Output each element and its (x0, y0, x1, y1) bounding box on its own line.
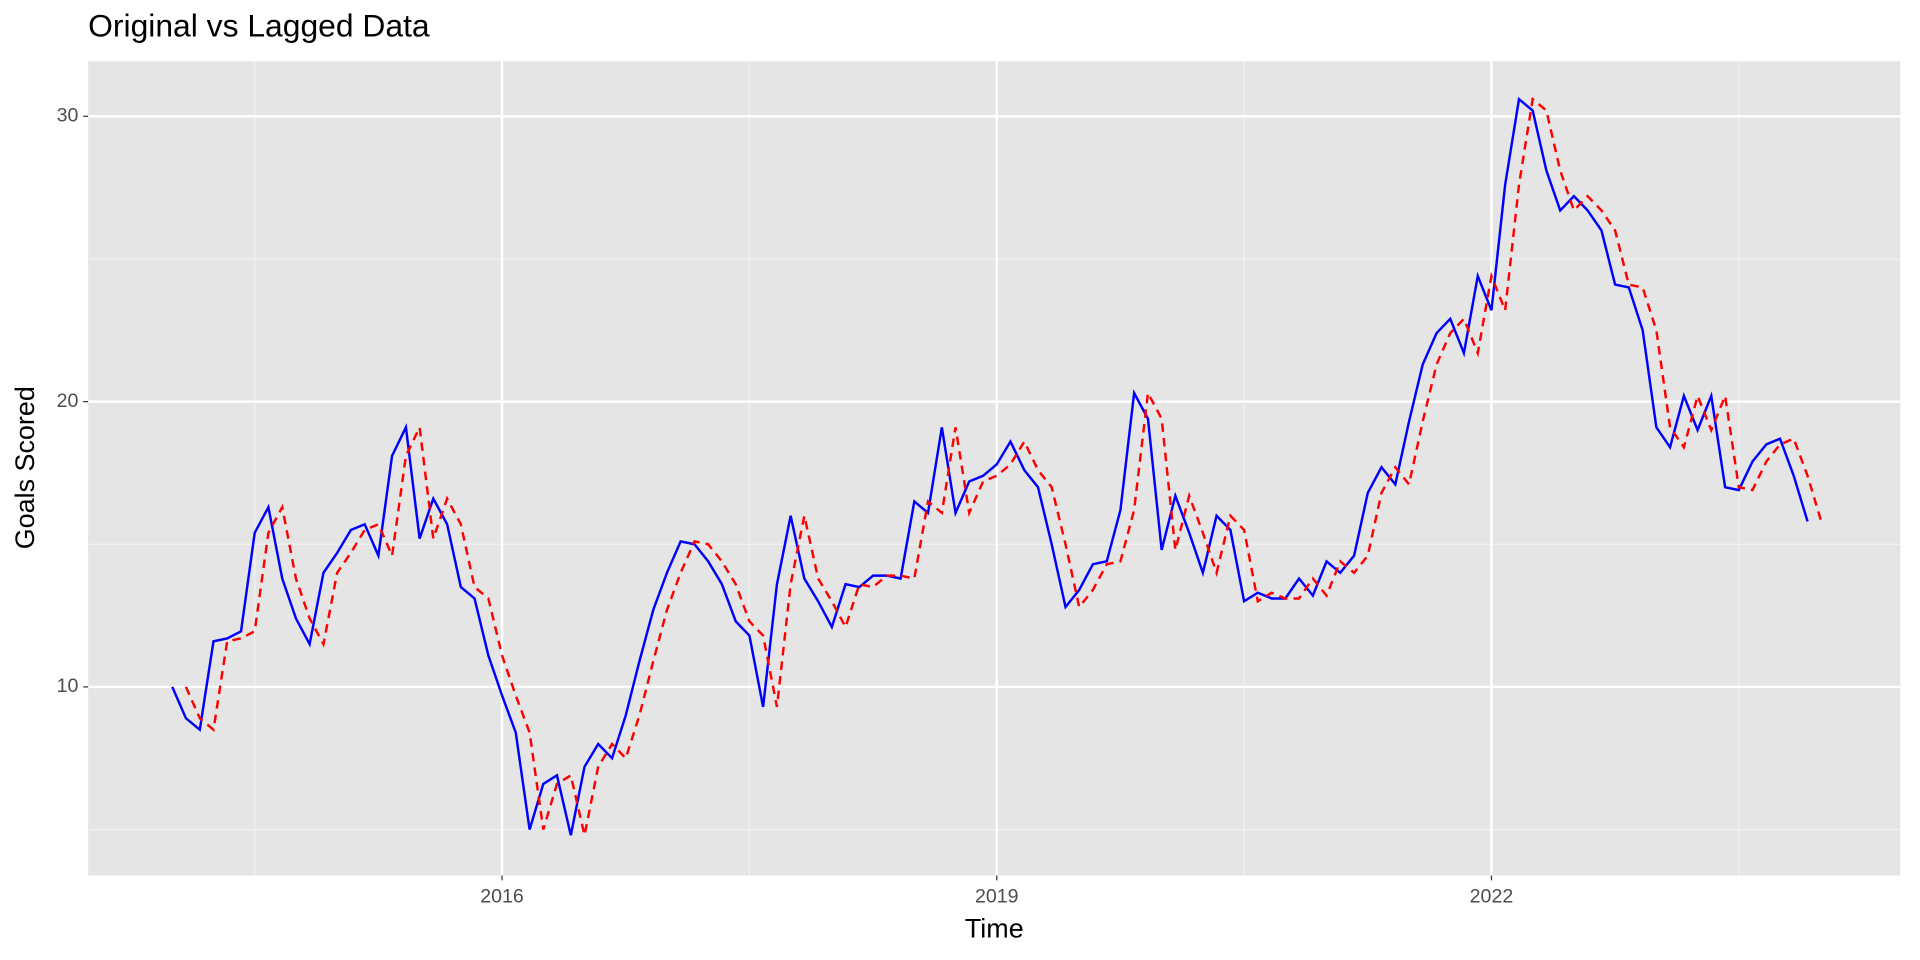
y-axis-title: Goals Scored (10, 386, 40, 549)
y-tick-label: 30 (57, 104, 79, 126)
grid (88, 61, 1901, 876)
x-axis-title: Time (965, 914, 1024, 944)
chart-title: Original vs Lagged Data (88, 8, 430, 44)
lines (171, 96, 1823, 836)
series-line (171, 96, 1809, 836)
y-tick-label: 20 (57, 390, 79, 412)
x-tick-label: 2022 (1470, 886, 1514, 908)
x-tick-label: 2016 (480, 886, 524, 908)
plot-panel (88, 61, 1901, 876)
y-tick-label: 10 (57, 675, 79, 697)
axes: 10 20 30 2016 2019 2022 (57, 104, 1514, 907)
series-line (184, 96, 1823, 836)
x-tick-label: 2019 (975, 886, 1019, 908)
